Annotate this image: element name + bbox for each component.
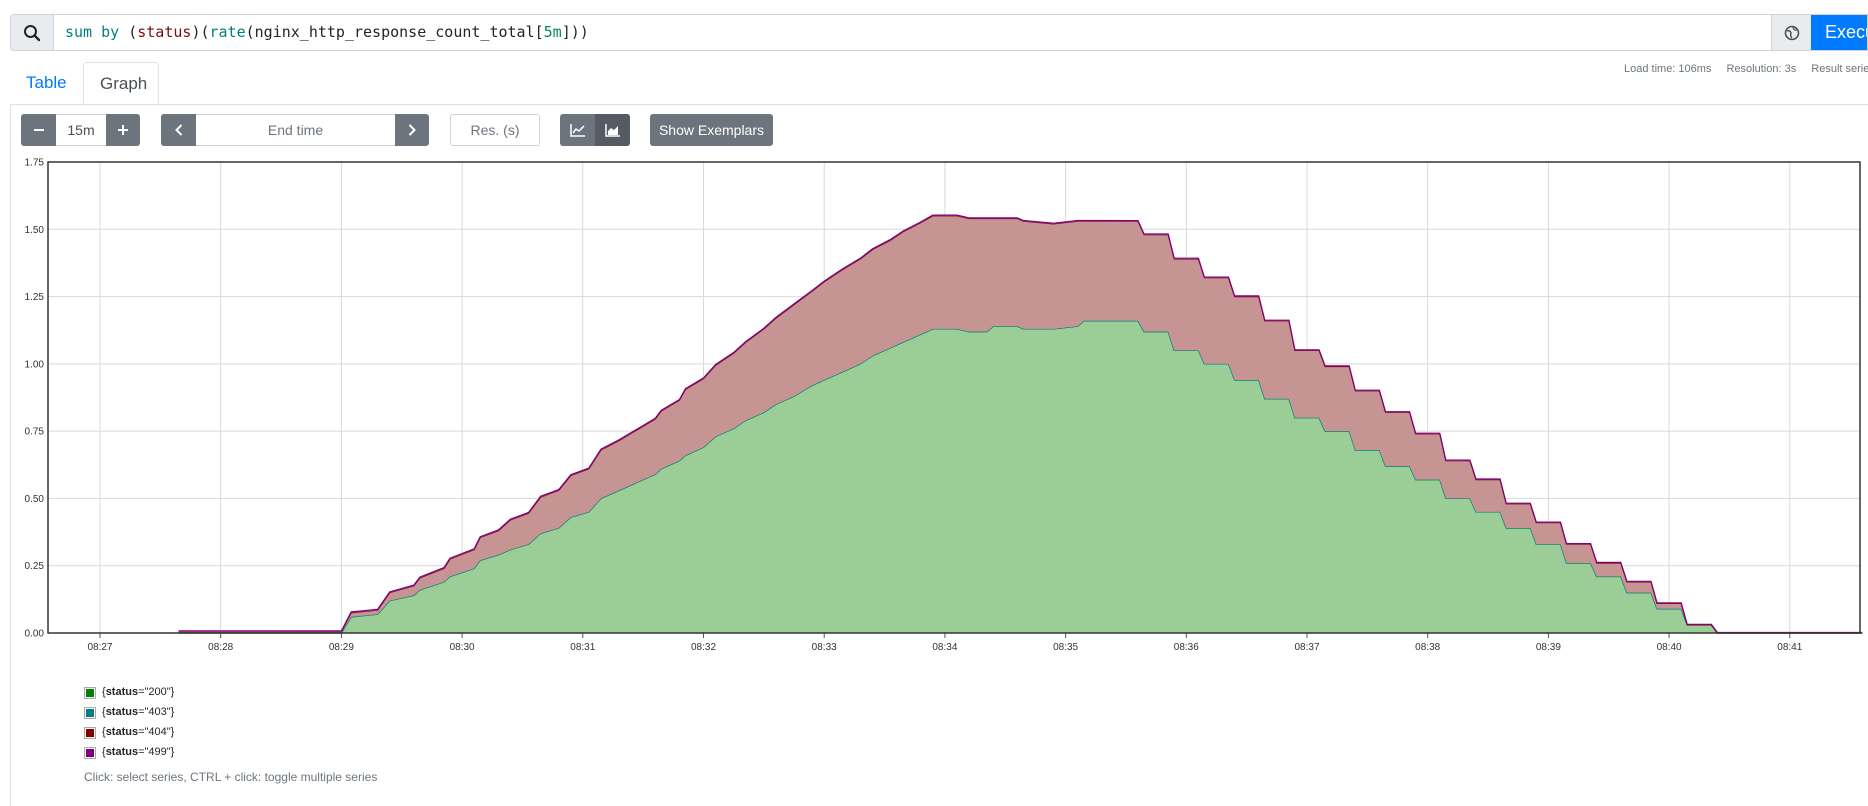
x-tick-label: 08:30 xyxy=(450,642,475,650)
query-stats: Load time: 106ms Resolution: 3s Result s… xyxy=(1624,63,1868,75)
query-token: (nginx_http_response_count_total[ xyxy=(245,23,544,41)
query-token: ])) xyxy=(561,23,589,41)
x-tick-label: 08:33 xyxy=(812,642,837,650)
query-token: )( xyxy=(191,23,210,41)
graph-panel xyxy=(10,104,1868,806)
x-tick-label: 08:29 xyxy=(329,642,354,650)
y-tick-label: 0.00 xyxy=(25,629,45,640)
legend-hint: Click: select series, CTRL + click: togg… xyxy=(84,770,378,784)
show-exemplars-button[interactable]: Show Exemplars xyxy=(650,114,773,146)
legend-swatch xyxy=(84,687,96,699)
x-tick-label: 08:35 xyxy=(1053,642,1078,650)
minus-icon xyxy=(33,129,44,131)
legend-label: {status="499"} xyxy=(102,746,175,758)
y-tick-label: 1.75 xyxy=(25,158,45,169)
x-tick-label: 08:28 xyxy=(208,642,233,650)
y-tick-label: 0.25 xyxy=(25,561,45,572)
legend-item[interactable]: {status="499"} xyxy=(84,742,377,762)
expression-bar: sum by (status)(rate(nginx_http_response… xyxy=(10,14,1868,51)
query-token xyxy=(92,23,101,41)
query-token: status xyxy=(137,23,192,41)
tab-table[interactable]: Table xyxy=(26,73,67,92)
resolution-stat: Resolution: 3s xyxy=(1726,63,1797,75)
legend-label: {status="404"} xyxy=(102,726,175,738)
x-tick-label: 08:31 xyxy=(570,642,595,650)
x-tick-label: 08:27 xyxy=(87,642,112,650)
graph-legend: {status="200"} {status="403"} {status="404… xyxy=(84,682,377,784)
x-tick-label: 08:36 xyxy=(1174,642,1199,650)
plot-frame xyxy=(47,161,1861,634)
y-tick-label: 1.00 xyxy=(25,359,45,370)
query-token: rate xyxy=(209,23,246,41)
y-tick-label: 0.50 xyxy=(25,494,45,505)
legend-swatch xyxy=(84,727,96,739)
expression-input[interactable]: sum by (status)(rate(nginx_http_response… xyxy=(65,15,589,50)
range-input[interactable]: 15m xyxy=(56,114,106,146)
x-tick-label: 08:41 xyxy=(1777,642,1802,650)
graph-svg: 0.00 0.25 0.50 0.75 1.00 1.25 1.50 1.75 08:27 08:… xyxy=(25,158,1863,653)
y-tick-label: 0.75 xyxy=(25,427,45,438)
chevron-left-icon xyxy=(174,124,182,136)
legend-item[interactable]: {status="200"} xyxy=(84,682,377,702)
legend-item[interactable]: {status="404"} xyxy=(84,722,377,742)
chevron-right-icon xyxy=(408,124,416,136)
series-area xyxy=(178,215,1863,634)
legend-label: {status="403"} xyxy=(102,706,175,718)
series-area xyxy=(178,320,1863,633)
load-time: Load time: 106ms xyxy=(1624,63,1712,75)
x-tick-label: 08:37 xyxy=(1294,642,1319,650)
query-token: ( xyxy=(119,23,138,41)
next-time-button[interactable] xyxy=(395,114,429,146)
x-tick-label: 08:32 xyxy=(691,642,716,650)
end-time-input[interactable]: End time xyxy=(196,114,395,146)
increase-range-button[interactable] xyxy=(106,114,140,146)
decrease-range-button[interactable] xyxy=(21,114,56,146)
y-tick-label: 1.25 xyxy=(25,292,45,303)
graph-chart: 0.00 0.25 0.50 0.75 1.00 1.25 1.50 1.75 08:27 08:… xyxy=(0,150,1868,653)
plus-icon xyxy=(118,125,128,135)
unstacked-mode-button[interactable] xyxy=(560,114,595,146)
legend-item[interactable]: {status="403"} xyxy=(84,702,377,722)
resolution-input[interactable]: Res. (s) xyxy=(450,114,540,146)
x-tick-label: 08:34 xyxy=(932,642,957,650)
execute-button[interactable]: Execute xyxy=(1811,15,1867,50)
globe-icon[interactable] xyxy=(1771,15,1812,50)
area-chart-icon xyxy=(604,124,620,137)
tab-graph[interactable]: Graph xyxy=(83,62,159,104)
y-tick-label: 1.50 xyxy=(25,225,45,236)
x-tick-label: 08:38 xyxy=(1415,642,1440,650)
legend-label: {status="200"} xyxy=(102,686,175,698)
legend-swatch xyxy=(84,707,96,719)
legend-swatch xyxy=(84,747,96,759)
query-token: 5m xyxy=(543,23,562,41)
series-line xyxy=(178,214,1863,634)
result-series-stat: Result series xyxy=(1811,63,1868,75)
previous-time-button[interactable] xyxy=(161,114,196,146)
query-token: sum xyxy=(65,23,93,41)
stacked-mode-button[interactable] xyxy=(595,114,630,146)
query-token: by xyxy=(101,23,120,41)
search-icon[interactable] xyxy=(11,15,54,50)
x-tick-label: 08:40 xyxy=(1657,642,1682,650)
x-tick-label: 08:39 xyxy=(1536,642,1561,650)
line-chart-icon xyxy=(569,124,585,137)
